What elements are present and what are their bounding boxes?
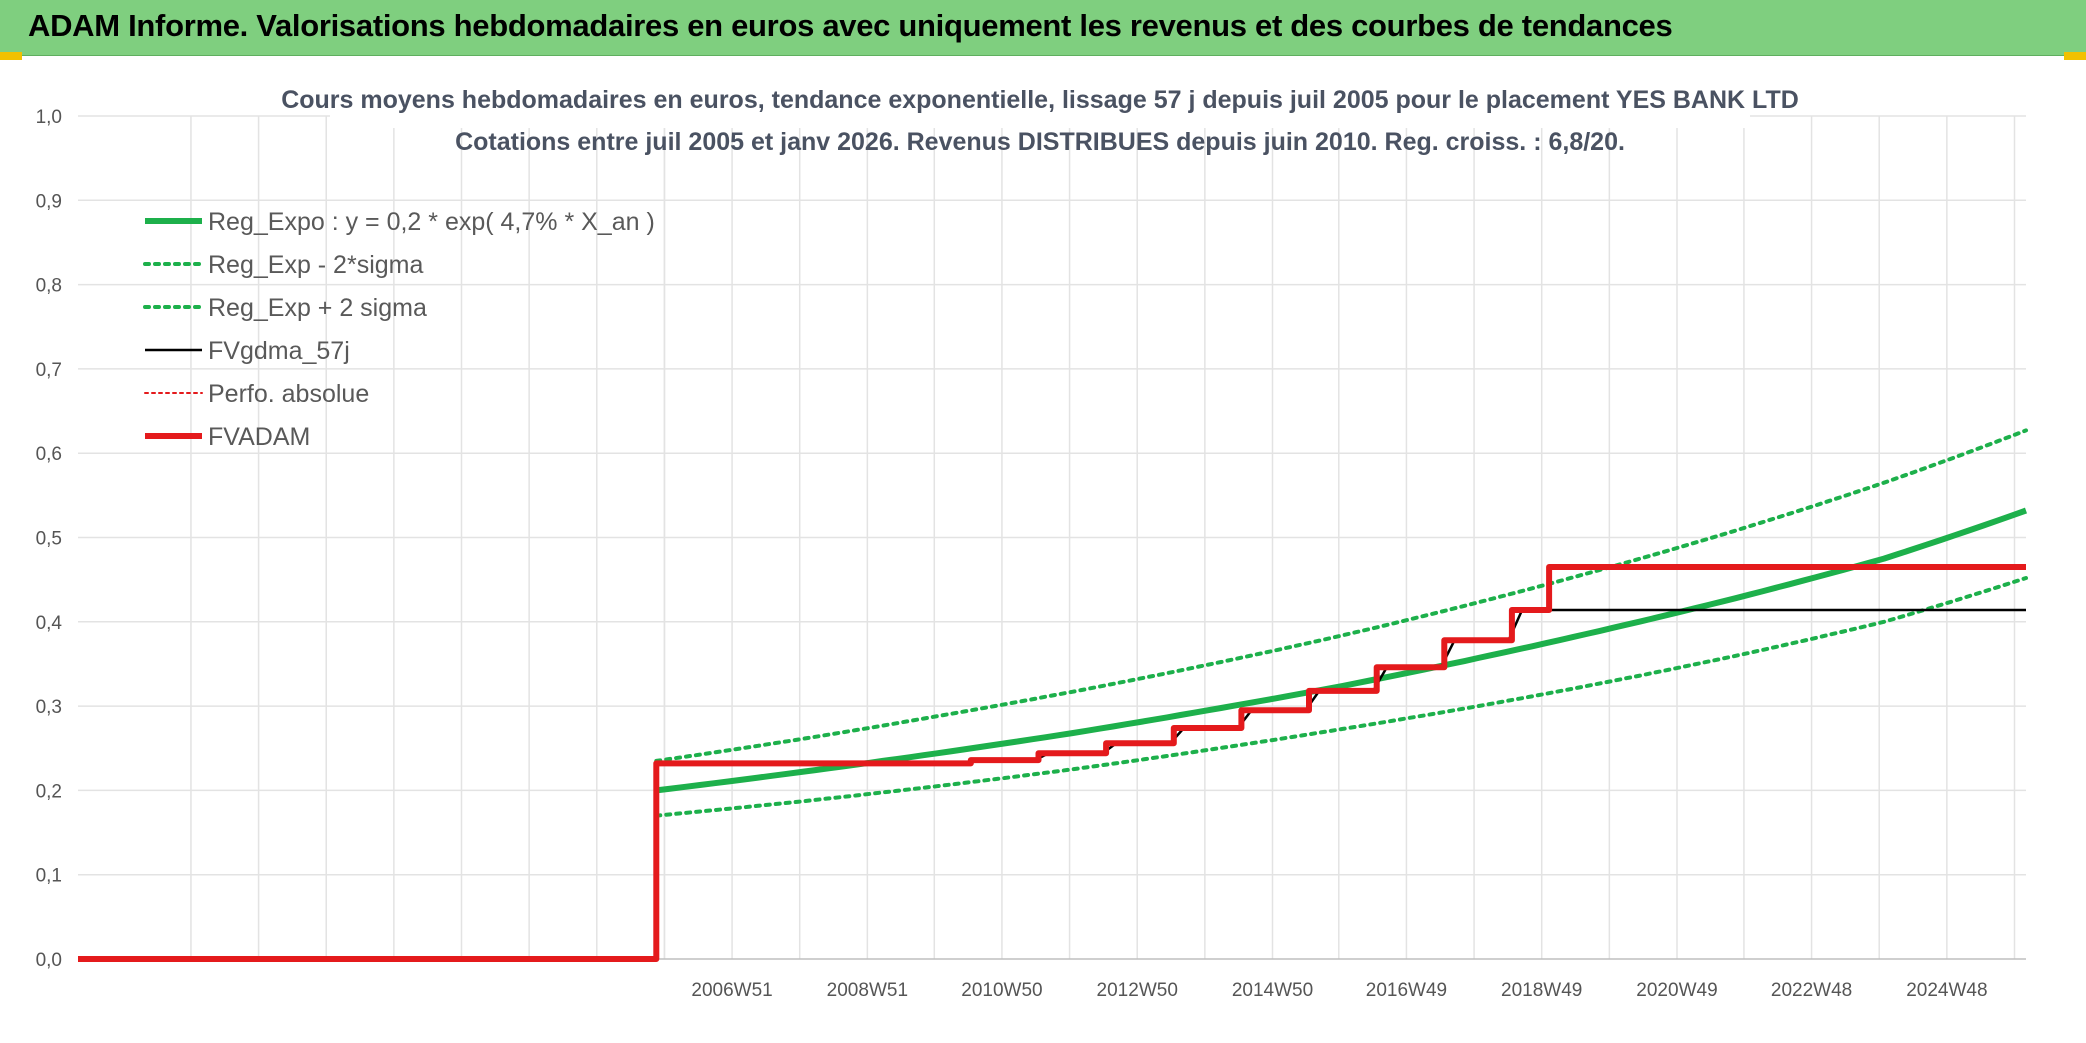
- x-tick-label: 2016W49: [1366, 980, 1447, 1001]
- legend-label: FVADAM: [208, 423, 310, 451]
- chart-subtitle: Cotations entre juil 2005 et janv 2026. …: [455, 128, 1625, 156]
- x-tick-label: 2022W48: [1771, 980, 1852, 1001]
- y-tick-label: 0,0: [36, 950, 62, 971]
- series-line-1: [654, 576, 2028, 818]
- y-axis: 0,0 0,1 0,2 0,3 0,4 0,5 0,6 0,7 0,8 0,9 1,0: [36, 107, 63, 971]
- y-tick-label: 0,9: [36, 191, 62, 212]
- corner-marker-left: [0, 52, 22, 60]
- legend-label: Perfo. absolue: [208, 380, 369, 408]
- report-title: ADAM Informe. Valorisations hebdomadaire…: [28, 8, 1673, 43]
- chart-svg: 0,0 0,1 0,2 0,3 0,4 0,5 0,6 0,7 0,8 0,9 1,0 2006W5…: [36, 60, 2028, 1001]
- series-lines: [78, 428, 2028, 962]
- legend: Reg_Expo : y = 0,2 * exp( 4,7% * X_an ) R…: [143, 208, 655, 451]
- title-background: [330, 60, 1750, 128]
- y-tick-label: 0,2: [36, 781, 62, 802]
- y-tick-label: 0,6: [36, 444, 62, 465]
- x-tick-label: 2010W50: [961, 980, 1042, 1001]
- legend-label: Reg_Exp + 2 sigma: [208, 294, 427, 322]
- y-tick-label: 0,5: [36, 529, 62, 550]
- x-tick-label: 2008W51: [827, 980, 908, 1001]
- legend-label: Reg_Exp - 2*sigma: [208, 251, 423, 279]
- corner-marker-right: [2064, 52, 2086, 60]
- x-tick-label: 2024W48: [1906, 980, 1987, 1001]
- y-tick-label: 0,3: [36, 697, 62, 718]
- y-tick-label: 0,7: [36, 360, 62, 381]
- chart-area: 0,0 0,1 0,2 0,3 0,4 0,5 0,6 0,7 0,8 0,9 1,0 2006W5…: [0, 56, 2086, 1038]
- y-tick-label: 0,4: [36, 613, 63, 634]
- x-tick-label: 2012W50: [1097, 980, 1178, 1001]
- x-axis: 2006W51 2008W51 2010W50 2012W50 2014W50 2016W…: [691, 980, 1987, 1001]
- series-line-2: [654, 428, 2028, 763]
- x-tick-label: 2020W49: [1636, 980, 1717, 1001]
- y-tick-label: 0,8: [36, 276, 62, 297]
- x-tick-label: 2006W51: [691, 980, 772, 1001]
- legend-label: Reg_Expo : y = 0,2 * exp( 4,7% * X_an ): [208, 208, 655, 236]
- chart-title: Cours moyens hebdomadaires en euros, ten…: [281, 86, 1799, 114]
- series-line-3: [78, 608, 2026, 961]
- x-tick-label: 2014W50: [1232, 980, 1313, 1001]
- grid: [78, 115, 2026, 960]
- legend-label: FVgdma_57j: [208, 337, 350, 365]
- x-tick-label: 2018W49: [1501, 980, 1582, 1001]
- series-line-0: [655, 507, 2028, 794]
- series-line-5: [78, 564, 2026, 962]
- report-header: ADAM Informe. Valorisations hebdomadaire…: [0, 0, 2086, 56]
- y-tick-label: 1,0: [36, 107, 62, 128]
- y-tick-label: 0,1: [36, 866, 62, 887]
